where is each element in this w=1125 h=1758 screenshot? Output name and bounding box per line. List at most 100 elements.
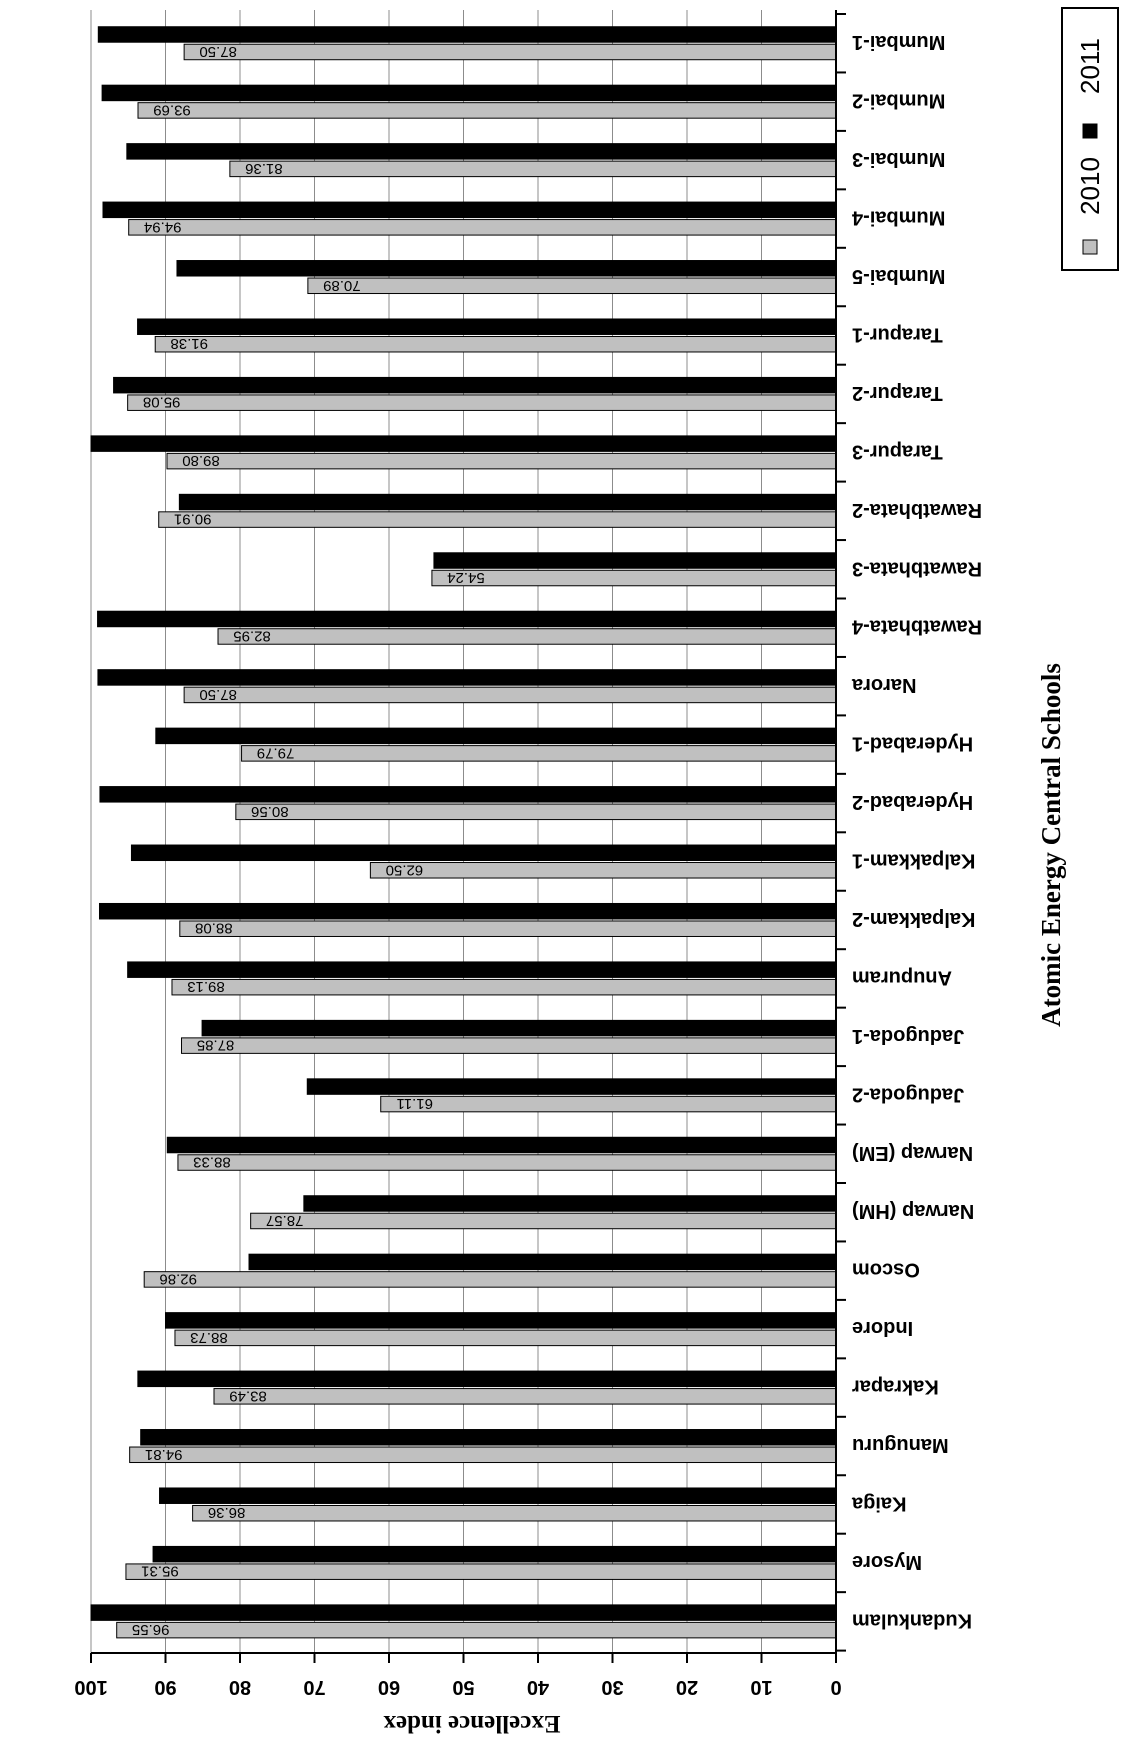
category-label-4: Mumbai-5 — [852, 265, 945, 287]
category-label-25: Kaiga — [851, 1492, 906, 1514]
bar-2010-26 — [125, 1563, 837, 1580]
category-label-26: Mysore — [852, 1551, 922, 1573]
legend: 2011 2010 — [1061, 7, 1119, 271]
data-label-2010-3: 94.94 — [144, 218, 182, 235]
value-tick-label-70: 70 — [303, 1676, 325, 1698]
bar-2010-5 — [154, 335, 837, 353]
bar-2011-16 — [127, 961, 837, 978]
value-tick-label-60: 60 — [378, 1676, 400, 1698]
data-label-2010-20: 78.57 — [266, 1212, 304, 1229]
bar-2011-10 — [97, 610, 837, 628]
data-label-2011-23: 93.71 — [153, 1371, 191, 1388]
data-label-2011-14: 94.57 — [147, 845, 185, 862]
data-label-2011-0: 99.02 — [114, 26, 152, 43]
value-tick-label-20: 20 — [676, 1676, 698, 1698]
category-label-12: Hyderabad-1 — [852, 733, 973, 755]
data-label-2010-12: 79.79 — [257, 744, 295, 761]
bar-2010-23 — [213, 1388, 837, 1405]
data-label-2010-21: 92.86 — [159, 1270, 197, 1287]
bar-2011-7 — [90, 435, 837, 452]
data-label-2010-18: 61.11 — [397, 1095, 433, 1112]
data-label-2010-6: 95.08 — [143, 394, 181, 411]
value-tick-label-50: 50 — [452, 1676, 474, 1698]
bar-2010-2 — [229, 160, 837, 178]
bar-2011-24 — [140, 1429, 837, 1446]
data-label-2011-9: 53.97 — [449, 553, 487, 570]
data-label-2010-9: 54.24 — [447, 569, 485, 586]
legend-box — [1061, 7, 1119, 271]
bar-2010-25 — [192, 1504, 837, 1522]
data-label-2011-11: 99.07 — [113, 669, 151, 686]
data-label-2010-4: 70.89 — [323, 277, 361, 294]
data-label-2011-4: 88.46 — [192, 260, 230, 277]
value-tick-label-30: 30 — [601, 1676, 623, 1698]
data-label-2010-0: 87.50 — [199, 43, 237, 60]
bar-2010-9 — [431, 569, 837, 587]
category-label-19: Narwap (EM) — [852, 1142, 973, 1164]
bar-2011-17 — [201, 1019, 837, 1037]
data-label-2010-25: 86.36 — [208, 1504, 246, 1521]
bar-2011-2 — [126, 143, 837, 160]
category-label-27: Kudankulam — [852, 1609, 972, 1631]
data-label-2010-27: 96.55 — [132, 1621, 170, 1638]
data-label-2011-17: 85.09 — [217, 1020, 255, 1037]
bar-2011-21 — [248, 1253, 837, 1271]
data-label-2010-15: 88.08 — [195, 920, 233, 937]
bar-2010-24 — [129, 1446, 837, 1464]
data-label-2011-2: 95.19 — [142, 143, 180, 160]
data-label-2011-7: 100 — [112, 436, 137, 453]
data-label-2010-1: 93.69 — [153, 101, 191, 118]
value-tick-label-10: 10 — [750, 1676, 772, 1698]
category-label-18: Jadugoda-2 — [852, 1083, 964, 1105]
bar-2011-0 — [97, 26, 837, 43]
bar-2011-14 — [130, 844, 837, 862]
bar-2010-7 — [166, 452, 837, 470]
data-label-2010-16: 89.13 — [187, 978, 225, 995]
category-label-9: Rawatbhata-3 — [852, 557, 982, 579]
bar-2010-3 — [128, 219, 837, 236]
data-label-2010-26: 95.31 — [141, 1563, 179, 1580]
bar-2010-6 — [127, 394, 837, 411]
data-label-2010-10: 82.95 — [233, 627, 271, 644]
data-label-2011-22: 90.00 — [181, 1312, 219, 1329]
category-label-21: Oscom — [852, 1259, 920, 1281]
category-label-2: Mumbai-3 — [852, 148, 945, 170]
data-label-2011-20: 71.43 — [319, 1195, 357, 1212]
legend-label-2010: 2010 — [1075, 157, 1105, 215]
data-label-2011-5: 93.75 — [153, 319, 191, 336]
bar-2011-18 — [306, 1078, 837, 1095]
data-label-2011-15: 98.86 — [115, 903, 153, 920]
bar-2011-27 — [90, 1604, 837, 1621]
bar-2011-3 — [102, 201, 837, 219]
data-label-2011-19: 89.76 — [183, 1137, 221, 1154]
bar-2011-12 — [155, 727, 837, 745]
bar-2010-19 — [177, 1154, 837, 1171]
data-label-2011-25: 90.80 — [175, 1488, 213, 1505]
bar-2010-14 — [369, 862, 837, 879]
bar-2011-23 — [137, 1370, 837, 1388]
category-label-23: Kakrapar — [852, 1376, 939, 1398]
bar-2010-10 — [217, 628, 837, 645]
category-label-7: Tarapur-3 — [852, 440, 943, 462]
bar-2011-11 — [97, 669, 837, 686]
category-label-17: Jadugoda-1 — [852, 1025, 964, 1047]
data-label-2010-2: 81.36 — [245, 160, 283, 177]
category-label-1: Mumbai-2 — [852, 90, 945, 112]
value-tick-label-90: 90 — [154, 1676, 176, 1698]
value-tick-label-100: 100 — [74, 1676, 107, 1698]
data-label-2011-12: 91.30 — [171, 728, 209, 745]
data-label-2011-6: 96.97 — [129, 377, 167, 394]
value-tick-label-80: 80 — [229, 1676, 251, 1698]
bar-2011-26 — [152, 1545, 837, 1563]
data-label-2010-13: 80.56 — [251, 803, 289, 820]
data-label-2010-19: 88.33 — [193, 1154, 231, 1171]
bar-2010-8 — [158, 511, 837, 528]
bar-2011-6 — [113, 376, 837, 394]
bar-2011-13 — [99, 786, 837, 803]
bar-2011-22 — [165, 1312, 837, 1329]
data-label-2011-10: 99.12 — [113, 611, 151, 628]
legend-label-2011: 2011 — [1075, 38, 1105, 94]
category-label-10: Rawatbhata-4 — [851, 616, 982, 638]
bar-2010-12 — [241, 745, 837, 762]
